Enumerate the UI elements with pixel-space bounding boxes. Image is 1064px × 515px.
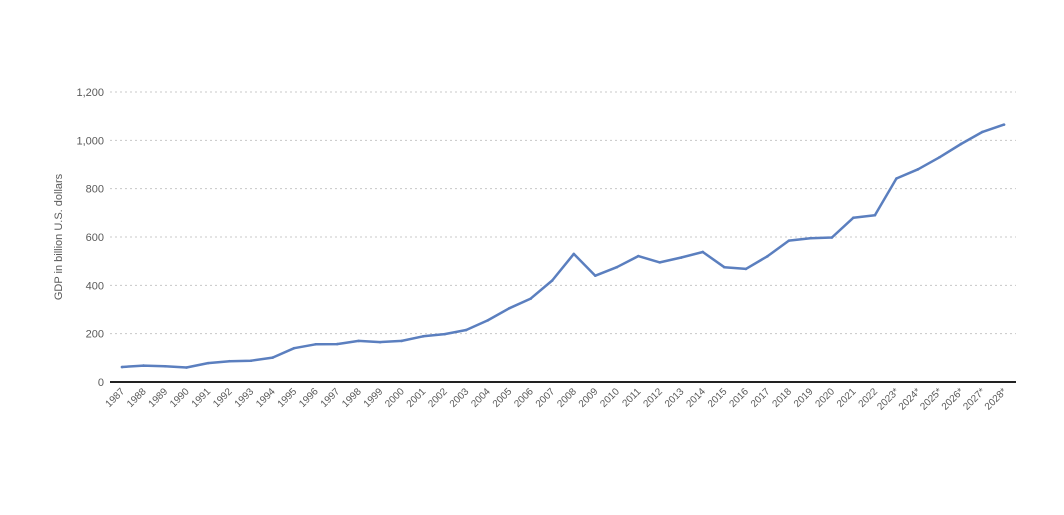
gridlines [110,91,1016,335]
x-tick-label: 2006 [512,386,536,410]
x-tick-label: 1995 [276,386,300,410]
x-tick-label: 2025* [918,386,944,412]
y-tick-label: 1,000 [76,135,104,147]
data-point [981,130,984,134]
data-point [378,340,382,344]
data-point [615,265,619,269]
y-tick-label: 1,200 [76,87,104,99]
data-point [787,239,791,242]
x-tick-label: 2011 [620,386,643,409]
data-point [507,306,511,310]
data-point [938,155,941,159]
data-point [1002,123,1006,126]
data-point [550,279,554,282]
data-point [120,365,124,369]
x-tick-label: 2002 [426,386,450,410]
x-tick-label: 2024* [897,386,923,412]
data-point [421,335,425,338]
x-tick-label: 1997 [319,386,343,410]
series-layer [120,123,1006,369]
x-tick-label: 2014 [684,386,708,410]
data-point [292,346,296,350]
x-tick-label: 1992 [211,386,235,410]
x-tick-label: 2012 [641,386,665,410]
data-point [443,332,446,336]
x-tick-label: 2005 [491,386,515,410]
data-point [464,328,468,332]
data-point [680,256,683,259]
x-tick-label: 2007 [534,386,558,410]
x-tick-label: 1991 [190,386,214,410]
data-point [593,274,597,277]
x-tick-label: 2026* [940,386,966,412]
y-tick-label: 600 [86,232,104,244]
x-tick-label: 2009 [577,386,601,410]
data-point [314,343,317,346]
data-point [959,142,963,146]
x-tick-label: 2021 [835,386,859,410]
x-tick-label: 2000 [383,386,407,410]
x-tick-label: 2013 [663,386,687,410]
x-tick-label: 2018 [770,386,794,410]
data-point [658,261,662,264]
data-point [572,252,576,256]
x-tick-label: 2001 [405,386,429,410]
x-tick-label: 1999 [362,386,386,410]
y-axis-label: GDP in billion U.S. dollars [53,173,65,300]
data-point [852,216,855,219]
data-point [206,361,210,365]
data-point [766,255,769,258]
x-tick-label: 2023* [875,386,901,412]
x-tick-label: 2019 [792,386,816,410]
x-tick-label: 1990 [168,386,192,410]
data-point [529,297,533,300]
data-point [142,364,145,367]
data-point [701,250,705,254]
data-point [723,265,726,269]
x-tick-label: 2027* [961,386,987,412]
data-point [895,177,898,180]
series-line [120,123,1006,369]
data-point [809,236,812,240]
x-tick-label: 1994 [254,386,278,410]
y-tick-label: 200 [86,329,104,341]
data-point [163,364,167,368]
x-tick-label: 2028* [983,386,1009,412]
y-tick-label: 800 [86,184,104,196]
x-tick-label: 2015 [706,386,730,410]
data-point [249,359,253,363]
x-tick-label: 2004 [469,386,493,410]
x-tick-label: 2003 [448,386,472,410]
x-tick-label: 2017 [749,386,773,410]
data-point [185,366,188,369]
x-tick-label: 1988 [125,386,149,410]
data-point [636,254,640,258]
y-tick-label: 0 [98,377,104,389]
x-tick-label: 1996 [297,386,321,410]
data-point [400,339,403,343]
data-point [916,168,920,171]
x-tick-label: 1989 [147,386,171,410]
data-point [271,356,274,359]
x-tick-label: 1993 [233,386,257,410]
x-tick-label: 1987 [104,386,128,410]
data-point [228,359,231,363]
x-tick-label: 1998 [340,386,364,410]
x-tick-label: 2020 [814,386,838,410]
data-point [335,342,339,346]
x-axis-ticks: 1987198819891990199119921993199419951996… [104,386,1010,413]
y-axis-ticks: 0 200 400 600 800 1,000 1,200 [76,87,104,389]
data-point [830,236,834,239]
data-point [873,213,877,217]
data-point [744,267,748,271]
x-tick-label: 2010 [598,386,622,410]
y-tick-label: 400 [86,280,104,292]
data-point [486,319,490,322]
x-tick-label: 2008 [555,386,579,410]
data-point [357,339,360,343]
x-tick-label: 2016 [727,386,751,410]
